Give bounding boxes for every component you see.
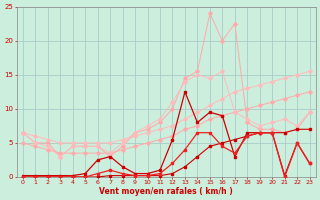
X-axis label: Vent moyen/en rafales ( km/h ): Vent moyen/en rafales ( km/h ) xyxy=(100,187,233,196)
